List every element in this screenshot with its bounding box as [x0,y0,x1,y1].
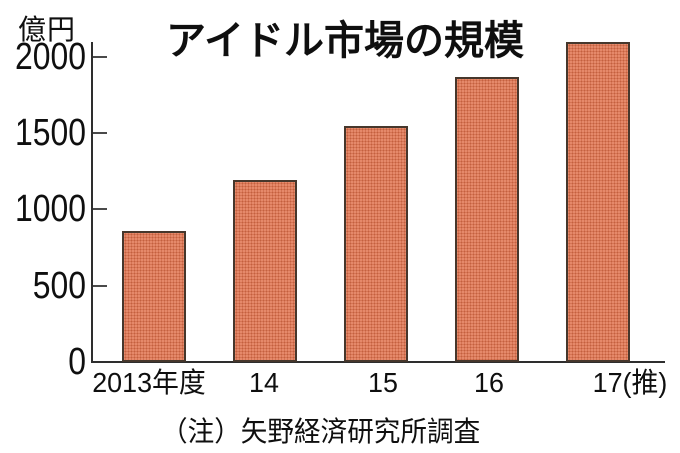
x-category-label: 15 [368,367,398,398]
y-axis-tick [93,208,107,211]
bar-16 [455,76,519,362]
x-category-label: 16 [474,367,504,398]
y-axis-line [91,42,93,363]
y-axis-tick [93,132,107,135]
x-category-label: 17(推) [592,367,668,398]
x-axis-line [91,361,665,363]
bar-15 [344,126,408,362]
chart-title: アイドル市場の規模 [166,19,524,63]
y-tick-label: 0 [68,341,86,383]
x-category-label: 14 [249,367,279,398]
y-tick-label: 1500 [14,112,86,155]
bar-2013年度 [122,230,186,362]
y-tick-label: 2000 [14,35,86,78]
y-axis-unit-label: 億円 [18,14,77,45]
y-tick-label: 1000 [14,188,86,231]
y-axis-tick [93,284,107,287]
y-axis-tick [93,55,107,58]
bar-17(推) [566,41,630,362]
y-tick-label: 500 [32,264,86,307]
source-note: （注）矢野経済研究所調査 [161,416,481,447]
bar-14 [233,180,297,362]
x-category-label: 2013年度 [92,367,206,398]
